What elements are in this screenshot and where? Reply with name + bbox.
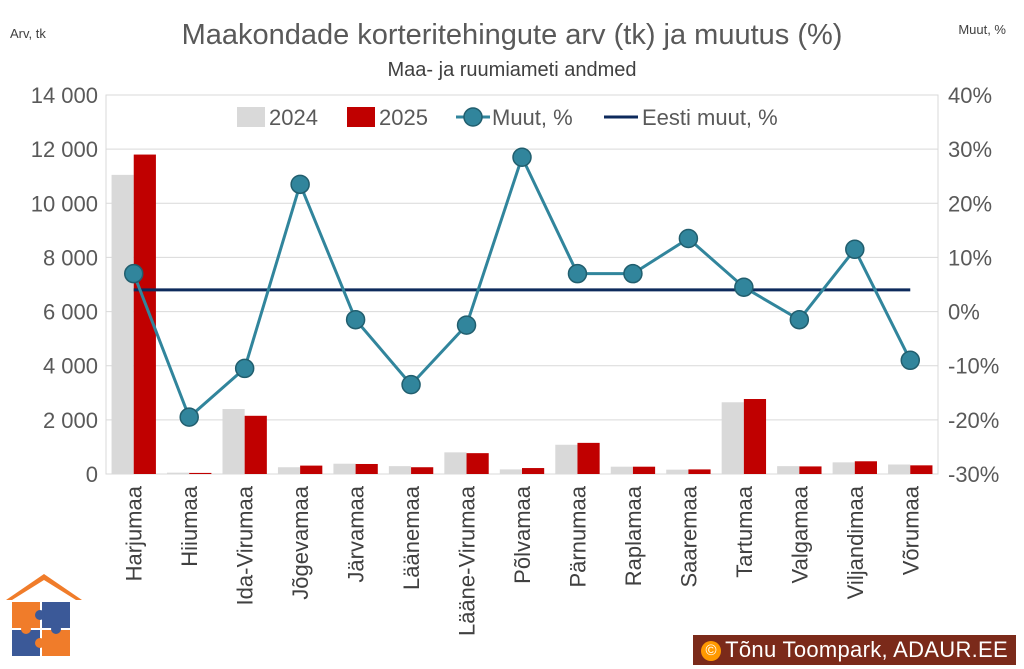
legend-label-2024: 2024 [269, 105, 318, 130]
legend-label-2025: 2025 [379, 105, 428, 130]
y-tick-right: -20% [948, 408, 999, 433]
bar-2024 [167, 472, 190, 474]
y-tick-left: 14 000 [31, 83, 98, 108]
legend-swatch-2025 [347, 107, 375, 127]
point-muut [567, 263, 588, 284]
y-tick-right: -10% [948, 354, 999, 379]
point-muut [234, 358, 255, 379]
point-muut [845, 239, 865, 260]
chart-subtitle: Maa- ja ruumiameti andmed [388, 59, 637, 81]
y-tick-left: 12 000 [31, 137, 98, 162]
x-tick-label: Viljandimaa [843, 485, 868, 599]
y-tick-right: 30% [948, 137, 992, 162]
x-tick-label: Saaremaa [676, 485, 701, 587]
bar-2025 [854, 461, 877, 474]
bar-2025 [743, 399, 767, 474]
bar-2025 [189, 472, 212, 474]
x-tick-label: Põlvamaa [510, 485, 535, 584]
x-tick-label: Harjumaa [122, 485, 147, 581]
bar-2024 [111, 174, 134, 474]
x-tick-label: Võrumaa [898, 485, 923, 575]
y-tick-left: 2 000 [43, 408, 98, 433]
bar-2025 [577, 442, 600, 474]
bar-2025 [688, 469, 711, 474]
legend-swatch-2024 [237, 107, 265, 127]
x-tick-label: Lääne-Virumaa [455, 485, 480, 636]
bar-2025 [910, 465, 933, 474]
bar-2025 [411, 467, 434, 474]
bar-2024 [222, 409, 245, 474]
y-tick-left: 8 000 [43, 245, 98, 270]
legend-marker-muut [463, 107, 483, 127]
bar-2025 [300, 465, 323, 474]
bar-2025 [355, 463, 378, 474]
y-tick-right: 40% [948, 83, 992, 108]
chart-title: Maakondade korteritehingute arv (tk) ja … [182, 19, 843, 51]
point-muut [456, 315, 477, 335]
y-tick-right: -30% [948, 462, 999, 487]
y-tick-left: 10 000 [31, 191, 98, 216]
point-muut [623, 263, 643, 284]
y-tick-left: 4 000 [43, 354, 98, 379]
point-muut [789, 309, 810, 330]
y-axis-label-left: Arv, tk [10, 26, 46, 41]
point-muut [734, 277, 754, 297]
y-tick-right: 10% [948, 245, 992, 270]
bar-2024 [555, 444, 578, 474]
y-axis-label-right: Muut, % [958, 22, 1006, 37]
x-tick-label: Raplamaa [621, 485, 646, 586]
point-muut [401, 374, 421, 395]
point-muut [290, 174, 310, 195]
bar-2024 [333, 463, 356, 474]
legend-label-muut: Muut, % [492, 105, 573, 130]
bar-2024 [277, 467, 301, 474]
bar-2025 [522, 468, 545, 474]
y-tick-right: 20% [948, 191, 992, 216]
bar-2024 [388, 466, 412, 474]
x-tick-label: Pärnumaa [565, 485, 590, 587]
y-tick-right: 0% [948, 300, 980, 325]
bar-2024 [721, 402, 744, 474]
copyright-footer: © Tõnu Toompark, ADAUR.EE [693, 635, 1016, 665]
point-muut [678, 228, 699, 249]
x-tick-label: Hiiumaa [177, 485, 202, 566]
y-tick-left: 6 000 [43, 300, 98, 325]
point-muut [512, 147, 532, 168]
point-muut [345, 309, 366, 330]
bar-2024 [832, 462, 855, 474]
bar-2025 [466, 453, 489, 474]
bar-2024 [777, 466, 800, 474]
point-muut [123, 263, 144, 284]
x-tick-label: Tartumaa [732, 485, 757, 577]
bar-2025 [632, 466, 656, 474]
point-muut [179, 407, 199, 427]
x-tick-label: Ida-Virumaa [233, 485, 258, 605]
x-tick-label: Jõgevamaa [288, 485, 313, 600]
bar-2025 [799, 466, 822, 474]
copyright-text: Tõnu Toompark, ADAUR.EE [725, 637, 1008, 662]
bar-2024 [666, 469, 689, 474]
bar-2024 [499, 469, 522, 474]
bar-2024 [444, 452, 467, 474]
point-muut [900, 350, 921, 371]
line-muut [132, 153, 912, 420]
x-tick-label: Läänemaa [399, 485, 424, 590]
house-puzzle-logo [6, 574, 82, 656]
y-tick-left: 0 [86, 462, 98, 487]
legend-label-eesti: Eesti muut, % [642, 105, 778, 130]
bar-2025 [133, 154, 156, 475]
x-tick-label: Valgamaa [787, 485, 812, 583]
copyright-symbol: © [701, 641, 722, 661]
bar-2024 [610, 466, 633, 474]
bar-2025 [244, 415, 267, 474]
bar-2024 [888, 464, 911, 474]
x-tick-label: Järvamaa [344, 485, 369, 582]
